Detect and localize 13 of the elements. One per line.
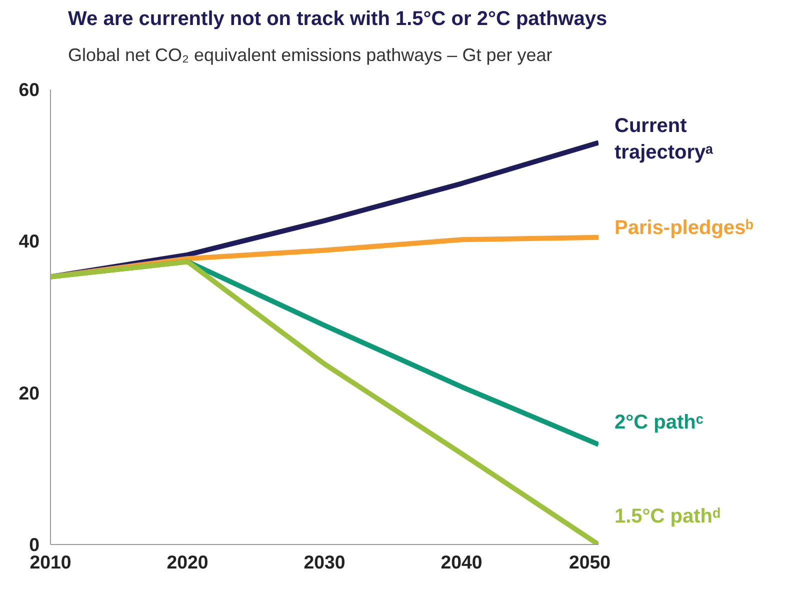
series-label: 1.5°C pathᵈ xyxy=(614,505,721,528)
chart-subtitle: Global net CO₂ equivalent emissions pathways – Gt per year xyxy=(68,44,552,67)
chart-title: We are currently not on track with 1.5°C or 2°C pathways xyxy=(68,7,608,32)
series-label: Paris-pledgesᵇ xyxy=(614,217,754,240)
x-tick-label: 2020 xyxy=(166,552,208,572)
series-label: Current trajectoryᵃ xyxy=(614,115,714,164)
y-tick-label: 20 xyxy=(18,382,40,404)
y-tick-label: 40 xyxy=(18,230,40,252)
x-tick-label: 2030 xyxy=(304,552,346,572)
y-tick-label: 60 xyxy=(18,79,40,100)
x-tick-label: 2040 xyxy=(440,552,482,572)
x-tick-label: 2050 xyxy=(568,552,611,572)
series-label: 2°C pathᶜ xyxy=(614,411,704,434)
